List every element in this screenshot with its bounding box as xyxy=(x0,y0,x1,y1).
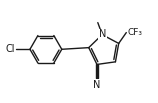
Text: Cl: Cl xyxy=(6,44,15,54)
Text: N: N xyxy=(93,80,101,90)
Text: N: N xyxy=(99,29,106,39)
Text: CF₃: CF₃ xyxy=(127,28,142,37)
